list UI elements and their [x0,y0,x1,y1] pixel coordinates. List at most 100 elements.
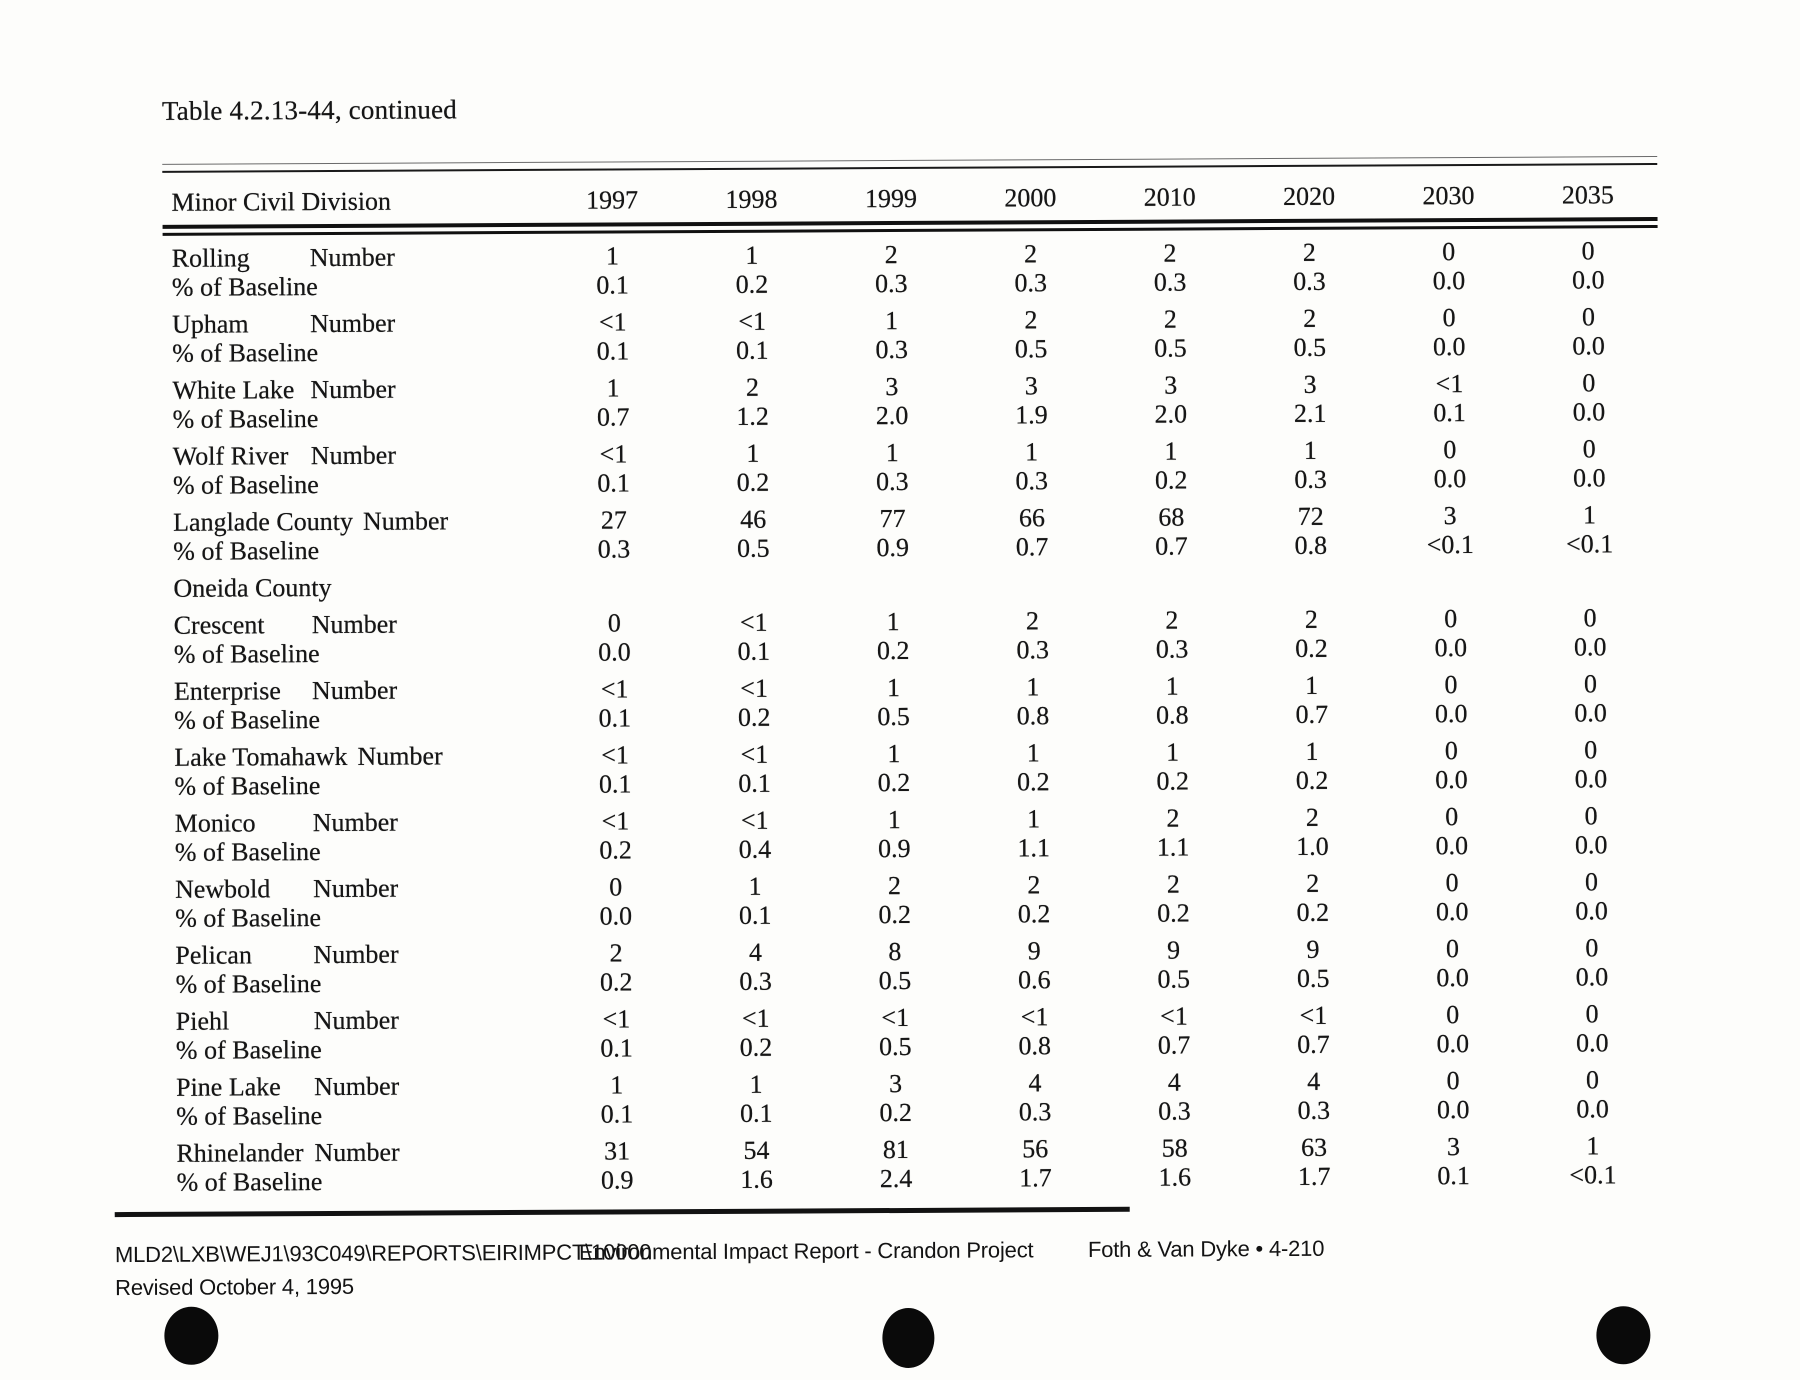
row-name: Rolling [171,243,250,273]
table-row-group: Monico Number <1 <1 1 1 2 2 0 0 % of Baseline 0.2 0.… [166,801,1661,867]
baseline-row-label: % of Baseline [176,1101,323,1131]
row-name: Enterprise [173,676,281,706]
number-value: 8 [888,936,902,967]
number-value: 4 [1167,1067,1181,1097]
number-value: 1 [749,1069,763,1099]
baseline-value: 0.2 [599,967,633,997]
baseline-value: 0.1 [600,1099,634,1129]
baseline-value: 0.2 [1157,898,1190,928]
table-row-group: Lake Tomahawk Number <1 <1 1 1 1 1 0 0 % of Baseli… [165,735,1660,801]
table-row-group: Upham Number <1 <1 1 2 2 2 0 0 % of Baseline 0.1 0.1… [163,302,1658,368]
baseline-value: 0.3 [1014,268,1048,298]
row-name: Upham [171,309,249,339]
number-value: 1 [1303,435,1317,465]
row-name: Lake Tomahawk [174,741,348,772]
baseline-value: 0.3 [597,534,631,564]
baseline-value: 0.2 [1295,765,1329,795]
number-value: 63 [1300,1132,1328,1162]
number-value: 54 [743,1135,770,1165]
number-value: 0 [1445,934,1459,964]
baseline-value: 0.9 [876,532,910,563]
row-name: Rhinelander [176,1138,304,1168]
number-value: 3 [1303,369,1317,399]
baseline-value: 0.2 [877,767,911,798]
table-body: Rolling Number 1 1 2 2 2 2 0 0 % of Baseline 0.1 0.2… [163,236,1663,1197]
number-value: 0 [1585,1065,1600,1095]
baseline-value: 0.5 [1293,332,1327,362]
number-row-label: Number [309,308,396,339]
number-value: 46 [740,504,767,534]
row-label-cell: Pine Lake Number [167,1071,547,1102]
baseline-value: 1.7 [1297,1161,1331,1191]
col-header-year: 2035 [1561,180,1614,210]
number-value: 1 [887,804,901,835]
baseline-value: 0.5 [1014,334,1048,364]
number-value: <1 [739,607,768,637]
number-value: 4 [1028,1068,1042,1098]
row-label-cell: Rolling Number [163,242,543,273]
number-value: <1 [741,1003,770,1033]
table-section-row: Oneida County [164,566,1659,603]
number-value: <1 [601,806,630,836]
number-value: 1 [1582,500,1597,530]
number-value: <1 [602,1004,631,1034]
number-value: 3 [885,372,899,402]
number-value: 2 [1303,303,1317,333]
baseline-value: 0.1 [737,636,771,666]
number-row-label: Number [312,873,399,904]
table-row-group: White Lake Number 1 2 3 3 3 3 <1 0 % of Baseline 0.… [163,368,1658,434]
number-value: 58 [1161,1133,1188,1163]
row-label-cell: Newbold Number [166,873,546,904]
baseline-value: 0.0 [1575,962,1609,992]
baseline-value: 1.0 [1296,831,1329,861]
row-label-cell: White Lake Number [163,374,543,405]
baseline-value: 0.5 [1154,333,1187,363]
baseline-value: 0.5 [877,701,910,732]
number-value: 1 [748,871,762,901]
table-row-group: Newbold Number 0 1 2 2 2 2 0 0 % of Baseline 0.0 0.1… [166,867,1661,933]
col-header-year: 2000 [1004,183,1057,213]
baseline-value: 0.0 [1572,463,1606,493]
row-label-cell: Upham Number [163,308,543,339]
number-value: 0 [1583,669,1597,699]
baseline-value: 0.0 [1573,632,1607,662]
row-name: White Lake [172,375,295,405]
table-header-row: Minor Civil Division 1997 1998 1999 2000 201… [162,166,1657,225]
baseline-value: 0.0 [1435,831,1469,861]
number-value: <1 [1435,369,1464,399]
footer-divider-rule [114,1206,1130,1218]
baseline-value: 0.6 [1018,965,1051,995]
number-value: 72 [1297,501,1324,531]
number-value: 3 [1446,1132,1461,1162]
number-value: <1 [1020,1002,1049,1032]
number-value: 3 [1443,501,1457,531]
number-value: <1 [601,740,629,770]
baseline-value: 0.8 [1156,700,1189,730]
number-value: 9 [1027,936,1041,966]
number-value: 0 [1446,1000,1460,1030]
hole-punch-mark [1596,1306,1651,1365]
number-value: 0 [1582,368,1596,398]
table-row-group: Rolling Number 1 1 2 2 2 2 0 0 % of Baseline 0.1 0.2… [163,236,1658,302]
baseline-value: 0.3 [1018,1097,1052,1127]
number-value: 2 [1166,869,1180,899]
row-label-cell: Crescent Number [165,609,545,640]
baseline-value: 0.1 [597,468,630,498]
row-label-cell: Pelican Number [166,939,546,970]
number-value: 1 [1026,738,1040,768]
number-value: 1 [886,607,900,637]
col-header-year: 2010 [1143,182,1196,212]
number-value: 1 [885,438,899,468]
baseline-value: 0.9 [877,833,911,864]
baseline-value: 0.1 [1433,398,1466,428]
baseline-value: 0.3 [1015,466,1049,496]
number-row-label: Number [312,807,398,838]
number-value: <1 [600,674,629,704]
number-value: 1 [605,241,619,271]
number-value: 1 [606,373,620,403]
baseline-value: 0.8 [1016,701,1050,731]
baseline-value: 2.4 [879,1163,913,1194]
baseline-value: 0.0 [1434,633,1468,663]
number-value: 81 [882,1134,909,1165]
baseline-value: 0.5 [879,1031,912,1062]
